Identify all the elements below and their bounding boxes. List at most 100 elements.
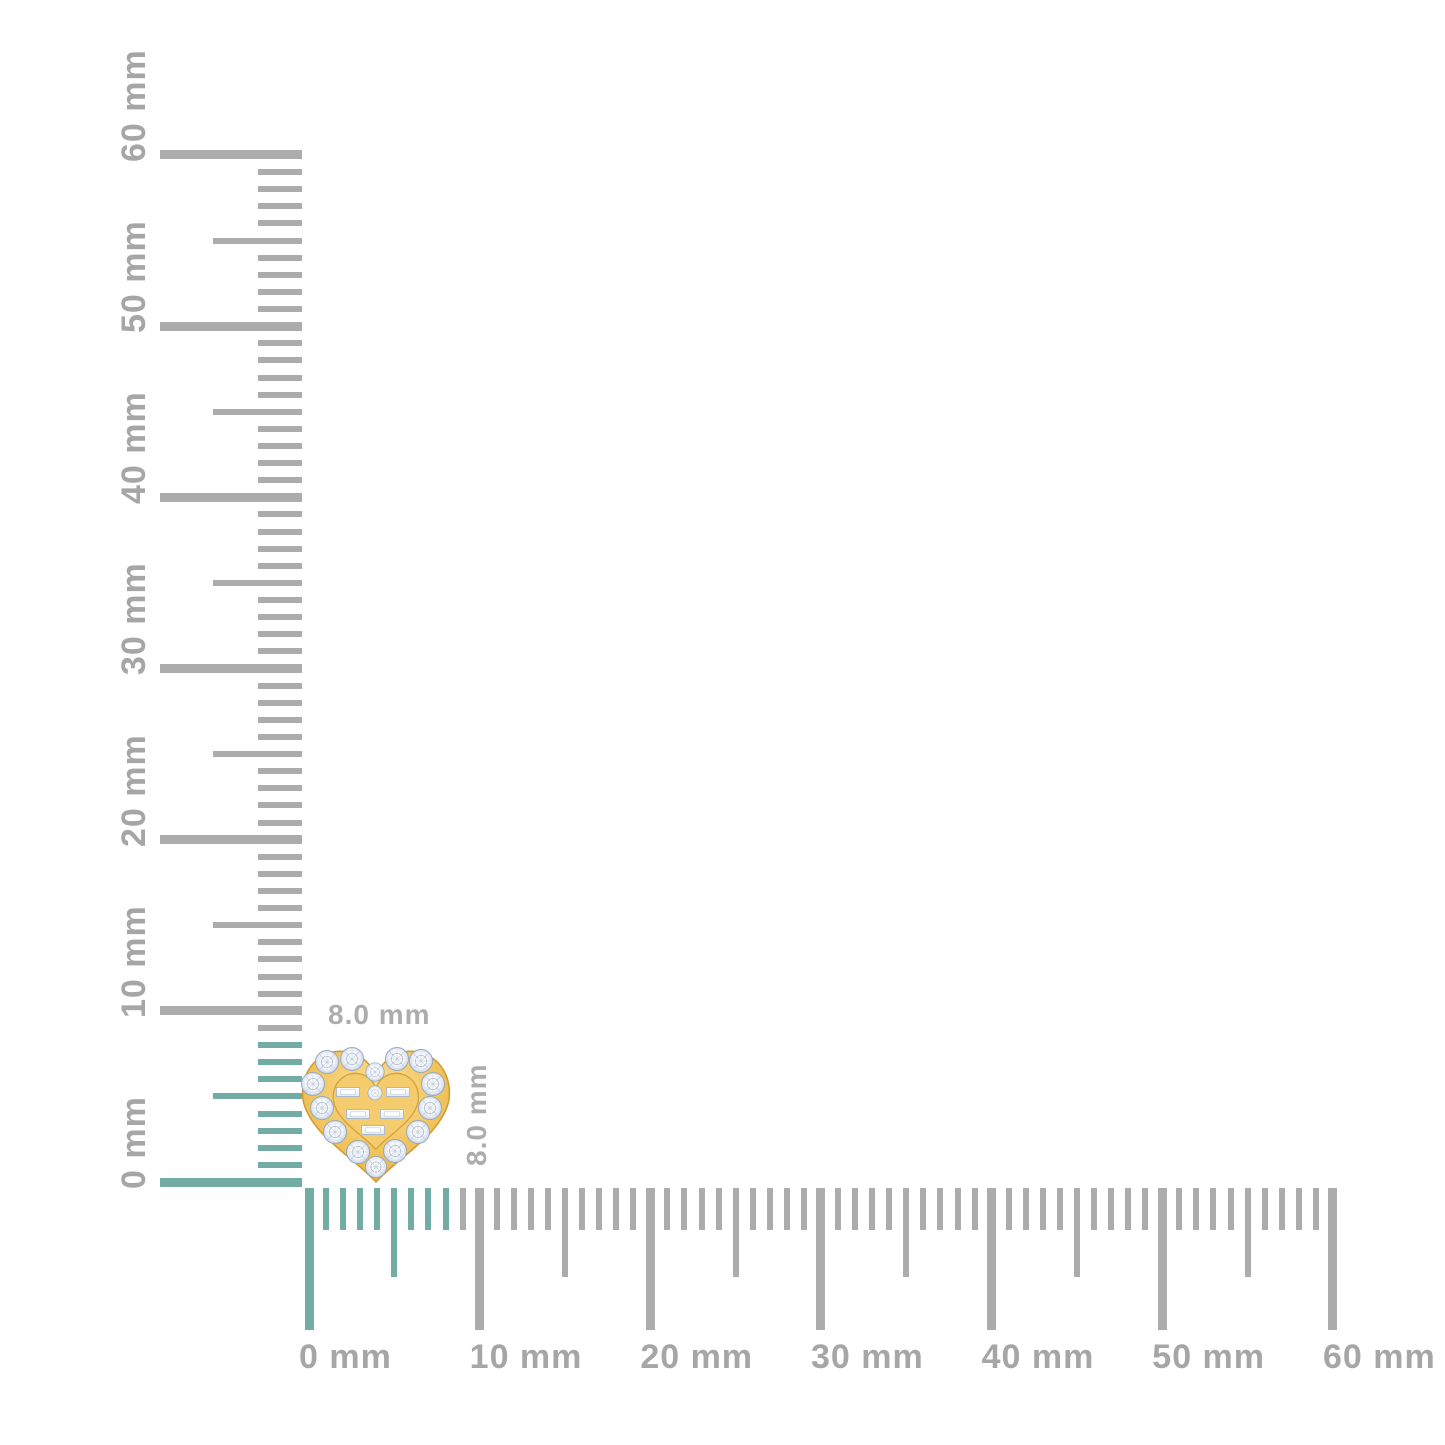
h-ruler-tick-20mm <box>645 1188 655 1330</box>
h-ruler-tick-4mm <box>374 1188 381 1230</box>
h-ruler-tick-34mm <box>886 1188 893 1230</box>
h-ruler-tick-59mm <box>1312 1188 1319 1230</box>
v-ruler-tick-24mm <box>258 768 302 775</box>
v-ruler-tick-55mm <box>213 237 302 244</box>
h-ruler-tick-53mm <box>1210 1188 1217 1230</box>
h-ruler-tick-48mm <box>1125 1188 1132 1230</box>
v-ruler-label-30mm: 30 mm <box>115 562 153 676</box>
v-ruler-tick-40mm <box>160 492 302 502</box>
h-ruler-tick-45mm <box>1073 1188 1080 1277</box>
h-ruler-tick-24mm <box>715 1188 722 1230</box>
h-ruler-tick-50mm <box>1157 1188 1167 1330</box>
h-ruler-tick-51mm <box>1176 1188 1183 1230</box>
v-ruler-label-60mm: 60 mm <box>115 49 153 162</box>
v-ruler-tick-38mm <box>258 528 302 535</box>
v-ruler-tick-13mm <box>258 956 302 963</box>
h-ruler-label-50mm: 50 mm <box>1152 1338 1266 1376</box>
v-ruler-tick-6mm <box>258 1076 302 1083</box>
v-ruler-label-50mm: 50 mm <box>115 220 153 334</box>
v-ruler-tick-15mm <box>213 922 302 929</box>
h-ruler-tick-16mm <box>579 1188 586 1230</box>
h-ruler-tick-25mm <box>732 1188 739 1277</box>
v-ruler-tick-27mm <box>258 716 302 723</box>
v-ruler-tick-16mm <box>258 905 302 912</box>
v-ruler-tick-30mm <box>160 663 302 673</box>
v-ruler-tick-42mm <box>258 460 302 467</box>
h-ruler-label-30mm: 30 mm <box>810 1338 924 1376</box>
item-height-label: 8.0 mm <box>461 1063 492 1167</box>
h-ruler-tick-21mm <box>664 1188 671 1230</box>
h-ruler-tick-55mm <box>1244 1188 1251 1277</box>
v-ruler-tick-45mm <box>213 408 302 415</box>
v-ruler-tick-1mm <box>258 1161 302 1168</box>
v-ruler-tick-23mm <box>258 785 302 792</box>
v-ruler-tick-58mm <box>258 186 302 193</box>
v-ruler-tick-14mm <box>258 939 302 946</box>
v-ruler-tick-22mm <box>258 802 302 809</box>
v-ruler-label-0mm: 0 mm <box>115 1096 153 1189</box>
v-ruler-tick-57mm <box>258 203 302 210</box>
h-ruler-tick-57mm <box>1278 1188 1285 1230</box>
v-ruler-tick-11mm <box>258 990 302 997</box>
h-ruler-tick-41mm <box>1005 1188 1012 1230</box>
v-ruler-tick-59mm <box>258 169 302 176</box>
h-ruler-label-60mm: 60 mm <box>1322 1338 1436 1376</box>
v-ruler-tick-37mm <box>258 545 302 552</box>
v-ruler-tick-53mm <box>258 271 302 278</box>
h-ruler-tick-44mm <box>1056 1188 1063 1230</box>
v-ruler-tick-44mm <box>258 425 302 432</box>
v-ruler-label-40mm: 40 mm <box>115 391 153 505</box>
h-ruler-tick-33mm <box>869 1188 876 1230</box>
h-ruler-tick-58mm <box>1295 1188 1302 1230</box>
h-ruler-tick-3mm <box>357 1188 364 1230</box>
h-ruler-tick-6mm <box>408 1188 415 1230</box>
v-ruler-tick-10mm <box>160 1006 302 1016</box>
h-ruler-tick-40mm <box>987 1188 997 1330</box>
v-ruler-tick-52mm <box>258 288 302 295</box>
h-ruler-tick-17mm <box>596 1188 603 1230</box>
v-ruler-tick-9mm <box>258 1024 302 1031</box>
h-ruler-tick-56mm <box>1261 1188 1268 1230</box>
h-ruler-tick-43mm <box>1039 1188 1046 1230</box>
v-ruler-tick-0mm <box>160 1177 302 1187</box>
v-ruler-tick-7mm <box>258 1059 302 1066</box>
v-ruler-tick-4mm <box>258 1110 302 1117</box>
h-ruler-tick-5mm <box>391 1188 398 1277</box>
v-ruler-tick-49mm <box>258 340 302 347</box>
v-ruler-tick-36mm <box>258 562 302 569</box>
v-ruler-label-20mm: 20 mm <box>115 733 153 847</box>
h-ruler-tick-7mm <box>425 1188 432 1230</box>
v-ruler-tick-50mm <box>160 321 302 331</box>
v-ruler-tick-5mm <box>213 1093 302 1100</box>
h-ruler-tick-14mm <box>544 1188 551 1230</box>
v-ruler-tick-29mm <box>258 682 302 689</box>
v-ruler-tick-2mm <box>258 1144 302 1151</box>
v-ruler-tick-34mm <box>258 597 302 604</box>
h-ruler-tick-47mm <box>1108 1188 1115 1230</box>
v-ruler-tick-20mm <box>160 835 302 845</box>
h-ruler-tick-36mm <box>920 1188 927 1230</box>
v-ruler-tick-3mm <box>258 1127 302 1134</box>
h-ruler-tick-38mm <box>954 1188 961 1230</box>
h-ruler-tick-31mm <box>835 1188 842 1230</box>
h-ruler-tick-42mm <box>1022 1188 1029 1230</box>
h-ruler-tick-0mm <box>304 1188 314 1330</box>
v-ruler-label-10mm: 10 mm <box>115 905 153 1018</box>
h-ruler-label-40mm: 40 mm <box>981 1338 1095 1376</box>
v-ruler-tick-47mm <box>258 374 302 381</box>
h-ruler-tick-8mm <box>442 1188 449 1230</box>
h-ruler-tick-30mm <box>816 1188 826 1330</box>
h-ruler-tick-19mm <box>630 1188 637 1230</box>
h-ruler-tick-49mm <box>1142 1188 1149 1230</box>
v-ruler-tick-26mm <box>258 733 302 740</box>
h-ruler-tick-2mm <box>340 1188 347 1230</box>
h-ruler-tick-29mm <box>800 1188 807 1230</box>
h-ruler-tick-26mm <box>749 1188 756 1230</box>
h-ruler-label-10mm: 10 mm <box>469 1338 583 1376</box>
h-ruler-tick-60mm <box>1328 1188 1338 1330</box>
v-ruler-tick-54mm <box>258 254 302 261</box>
v-ruler-tick-12mm <box>258 973 302 980</box>
v-ruler-tick-39mm <box>258 511 302 518</box>
v-ruler-tick-43mm <box>258 442 302 449</box>
h-ruler-label-20mm: 20 mm <box>640 1338 754 1376</box>
